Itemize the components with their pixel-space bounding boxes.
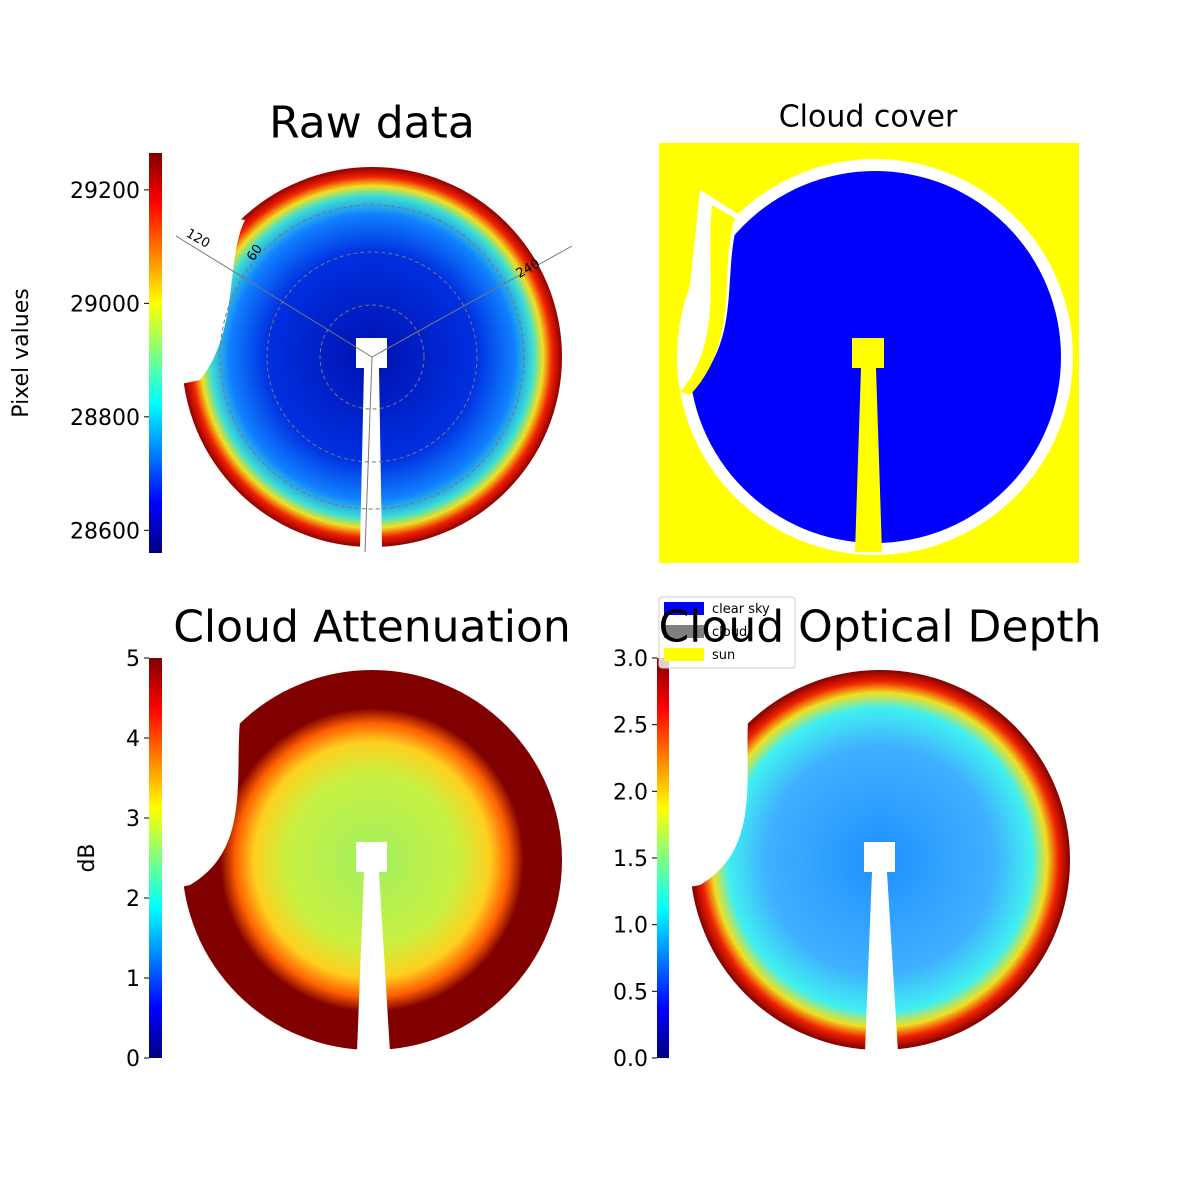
colorbar: [149, 153, 162, 553]
chart-title: Cloud Optical Depth: [658, 601, 1101, 652]
optical-depth-image: [684, 670, 1070, 1052]
attenuation-image: [176, 670, 562, 1052]
chart-title: Cloud cover: [779, 100, 958, 135]
colorbar-tick-label: 28800: [70, 406, 140, 431]
colorbar-tick-label: 0: [126, 1047, 140, 1072]
colorbar-tick-label: 2.5: [613, 714, 648, 739]
colorbar: [149, 658, 162, 1058]
legend-swatch: [664, 602, 704, 615]
colorbar-tick-label: 3.0: [613, 647, 648, 672]
colorbar-tick-label: 2.0: [613, 780, 648, 805]
colorbar-tick-label: 4: [126, 727, 140, 752]
colorbar-tick-label: 3: [126, 807, 140, 832]
raw-image: [175, 167, 573, 553]
colorbar-tick-label: 0.5: [613, 980, 648, 1005]
colorbar-tick-label: 1: [126, 967, 140, 992]
colorbar-tick-label: 2: [126, 887, 140, 912]
colorbar-tick-label: 29000: [70, 292, 140, 317]
chart-title: Cloud Attenuation: [173, 601, 571, 652]
colorbar-label: Pixel values: [9, 288, 34, 417]
cloud-cover-image: [659, 143, 1079, 563]
legend-label: clear sky: [712, 602, 770, 617]
colorbar-tick-label: 1.0: [613, 914, 648, 939]
legend-label: sun: [712, 648, 735, 663]
legend-swatch: [664, 625, 704, 638]
colorbar-tick-label: 29200: [70, 179, 140, 204]
colorbar: [657, 658, 669, 1058]
colorbar-tick-label: 1.5: [613, 847, 648, 872]
colorbar-label: dB: [75, 843, 100, 872]
colorbar-tick-label: 0.0: [613, 1047, 648, 1072]
chart-title: Raw data: [269, 97, 475, 148]
legend-label: cloud: [712, 625, 747, 640]
colorbar-tick-label: 5: [126, 647, 140, 672]
legend-swatch: [664, 648, 704, 661]
colorbar-tick-label: 28600: [70, 519, 140, 544]
